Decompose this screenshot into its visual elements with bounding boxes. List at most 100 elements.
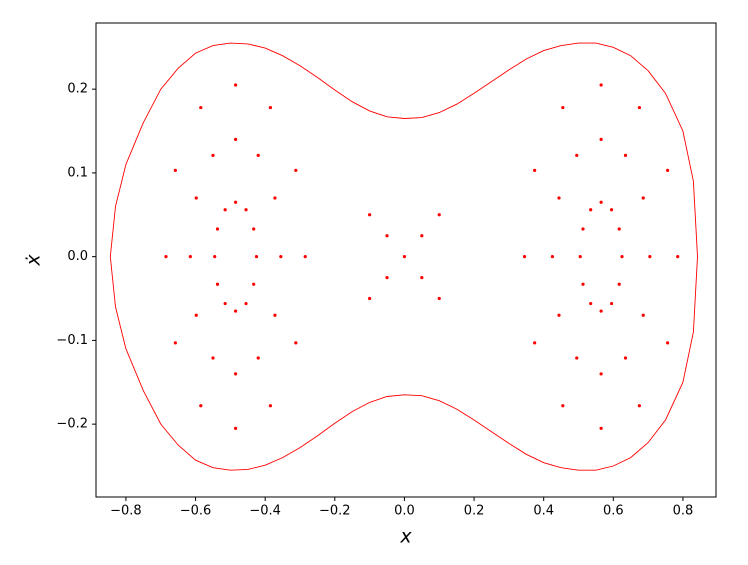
orbit-point — [194, 313, 198, 317]
orbit-point — [599, 372, 603, 376]
orbit-point — [557, 196, 561, 200]
orbit-point — [252, 282, 256, 286]
orbit-point — [233, 137, 238, 142]
orbit-point — [294, 168, 298, 172]
orbit-point — [279, 255, 283, 259]
orbit-point — [213, 255, 217, 259]
x-tick-label: 0.4 — [533, 504, 554, 519]
orbit-point — [303, 255, 307, 259]
orbit-point — [437, 296, 441, 301]
orbit-point — [620, 255, 624, 259]
orbit-point — [215, 227, 220, 231]
orbit-point — [666, 168, 670, 172]
plot-frame — [95, 22, 717, 498]
orbit-point — [581, 227, 585, 231]
orbit-point — [273, 196, 277, 200]
orbit-point — [533, 168, 537, 172]
orbit-boundary — [109, 42, 698, 471]
orbit-point — [233, 372, 238, 376]
x-tick-label: −0.4 — [249, 504, 281, 519]
orbit-point — [609, 208, 614, 212]
orbit-point — [233, 426, 238, 430]
orbit-point — [244, 301, 248, 306]
orbit-point — [223, 208, 227, 212]
orbit-point — [676, 255, 680, 259]
orbit-point — [199, 105, 203, 110]
orbit-point — [648, 255, 652, 259]
orbit-point — [623, 356, 628, 360]
orbit-point — [581, 282, 585, 286]
x-tick-label: 0.6 — [603, 504, 624, 519]
orbit-point — [268, 404, 273, 408]
x-tick-label: 0.0 — [394, 504, 415, 519]
orbit-point — [268, 105, 273, 110]
orbit-point — [256, 356, 260, 360]
x-tick-label: −0.6 — [180, 504, 212, 519]
orbit-point — [437, 213, 441, 217]
orbit-point — [589, 301, 593, 306]
orbit-point — [589, 208, 593, 212]
x-tick-label: −0.2 — [319, 504, 351, 519]
orbit-point — [164, 255, 168, 259]
x-tick-label: −0.8 — [110, 504, 142, 519]
orbit-point — [533, 341, 537, 345]
orbit-point — [194, 196, 198, 200]
orbit-point — [561, 105, 565, 110]
orbit-point — [402, 255, 407, 259]
y-tick-label: 0.1 — [67, 165, 88, 180]
orbit-point — [599, 200, 603, 204]
y-tick-label: −0.2 — [56, 417, 88, 432]
y-tick-label: 0.2 — [67, 82, 88, 97]
orbit-point — [609, 301, 614, 306]
orbit-point — [173, 341, 177, 345]
orbit-point — [368, 213, 372, 217]
orbit-point — [199, 404, 203, 408]
orbit-point — [256, 153, 260, 157]
orbit-point — [420, 275, 424, 280]
orbit-point — [599, 137, 603, 142]
orbit-point — [575, 356, 579, 360]
y-axis-label: ẋ — [23, 254, 45, 267]
orbit-point — [385, 275, 389, 280]
orbit-point — [641, 313, 645, 317]
orbit-point — [641, 196, 645, 200]
orbit-point — [550, 255, 554, 259]
orbit-point — [233, 83, 238, 87]
x-tick-label: 0.2 — [464, 504, 485, 519]
orbit-point — [233, 200, 238, 204]
x-tick-label: 0.8 — [673, 504, 694, 519]
orbit-point — [211, 153, 215, 157]
y-tick-label: 0.0 — [67, 249, 88, 264]
orbit-point — [252, 227, 256, 231]
orbit-point — [273, 313, 277, 317]
orbit-point — [223, 301, 227, 306]
orbit-point — [244, 208, 248, 212]
orbit-point — [617, 282, 621, 286]
orbit-point — [368, 296, 372, 301]
orbit-point — [599, 426, 603, 430]
orbit-point — [575, 153, 579, 157]
orbit-point — [637, 105, 642, 110]
orbit-point — [623, 153, 628, 157]
orbit-point — [522, 255, 527, 259]
x-axis-label: x — [399, 526, 412, 548]
orbit-point — [578, 255, 582, 259]
orbit-point — [557, 313, 561, 317]
orbit-point — [561, 404, 565, 408]
orbit-point — [599, 83, 603, 87]
orbit-point — [211, 356, 215, 360]
orbit-point — [385, 234, 389, 238]
y-tick-label: −0.1 — [56, 333, 88, 348]
orbit-point — [637, 404, 642, 408]
orbit-point — [617, 227, 621, 231]
orbit-point — [173, 168, 177, 172]
orbit-point — [420, 234, 424, 238]
orbit-point — [188, 255, 192, 259]
orbit-point — [599, 309, 603, 313]
orbit-point — [233, 309, 238, 313]
orbit-point — [254, 255, 259, 259]
orbit-point — [294, 341, 298, 345]
orbit-point — [666, 341, 670, 345]
orbit-point — [215, 282, 220, 286]
